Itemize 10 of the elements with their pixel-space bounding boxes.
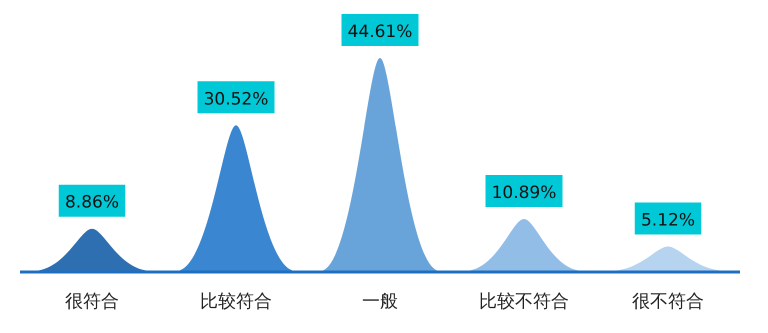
data-label: 8.86%	[64, 192, 120, 213]
data-label: 5.12%	[640, 210, 696, 231]
x-tick-label: 很符合	[65, 291, 119, 312]
data-label: 10.89%	[492, 183, 556, 204]
x-tick-label: 比较符合	[200, 291, 272, 312]
data-label: 44.61%	[348, 22, 412, 42]
x-tick-label: 一般	[362, 291, 398, 312]
x-tick-label: 很不符合	[632, 291, 704, 312]
x-tick-label: 比较不符合	[479, 291, 569, 312]
data-label: 30.52%	[204, 89, 268, 110]
